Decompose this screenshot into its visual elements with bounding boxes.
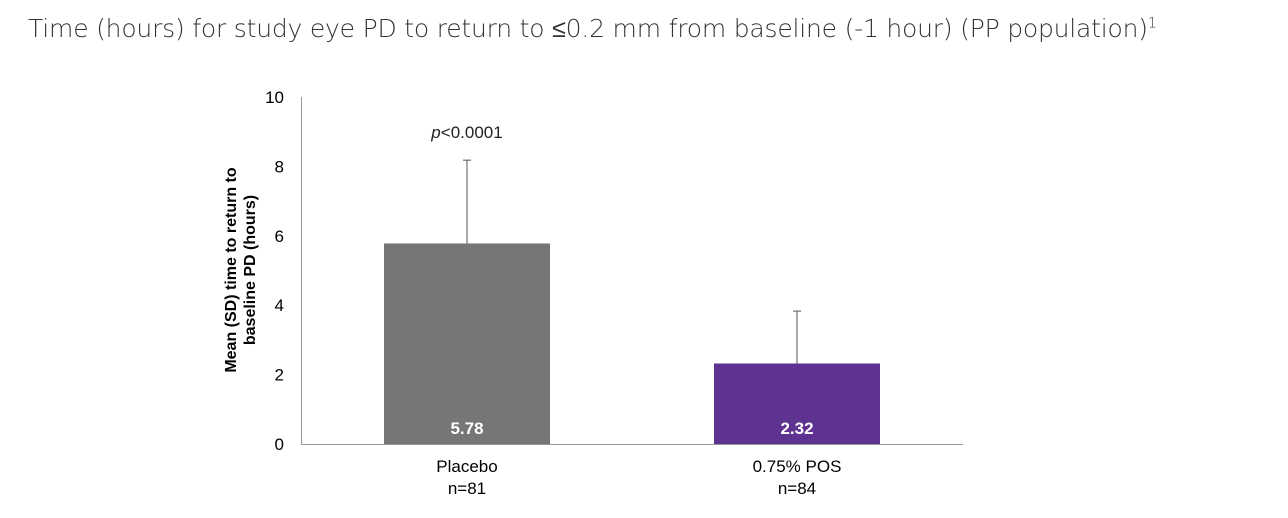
y-axis-label: Mean (SD) time to return to baseline PD … [223, 167, 259, 373]
y-axis-label-line: baseline PD (hours) [242, 195, 259, 345]
y-axis-label-line: Mean (SD) time to return to [223, 167, 240, 373]
y-tick-label: 2 [275, 366, 284, 385]
bar [714, 363, 880, 444]
bar [384, 243, 550, 444]
y-tick-label: 0 [275, 435, 284, 454]
x-tick-n-label: n=81 [448, 479, 486, 498]
bar-value-label: 2.32 [780, 419, 813, 438]
y-tick-label: 10 [265, 88, 284, 107]
y-tick-label: 6 [275, 227, 284, 246]
p-value-annotation: p<0.0001 [430, 123, 502, 142]
x-tick-label: Placebo [436, 457, 497, 476]
bar-value-label: 5.78 [450, 419, 483, 438]
y-tick-label: 4 [275, 296, 284, 315]
x-tick-n-label: n=84 [778, 479, 816, 498]
x-tick-label: 0.75% POS [753, 457, 842, 476]
chart-title: Time (hours) for study eye PD to return … [28, 14, 1157, 43]
y-tick-label: 8 [275, 157, 284, 176]
